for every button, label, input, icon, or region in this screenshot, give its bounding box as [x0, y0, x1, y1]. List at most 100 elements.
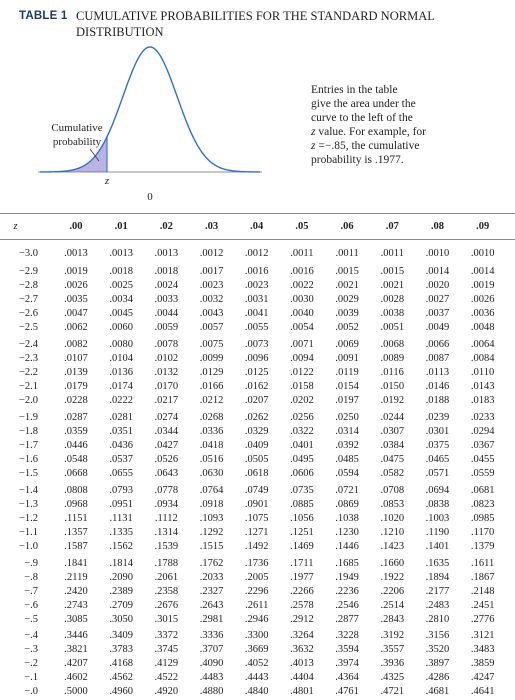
cumulative-probability-cell: .0048	[470, 322, 495, 334]
cumulative-probability-cell: .0559	[470, 467, 495, 479]
cumulative-probability-cell: .0033	[154, 294, 179, 306]
row-z-value: −1.1	[18, 526, 38, 538]
cumulative-probability-cell: .0010	[425, 248, 450, 259]
row-cells: .2119 .2090 .2061 .2033 .2005 .1977 .1949 .1922…	[53, 571, 505, 585]
cumulative-probability-cell: .3015	[154, 613, 179, 625]
row-cells: .0019 .0018 .0018 .0017 .0016 .0016 .0015 .0015…	[53, 265, 505, 279]
cumulative-probability-cell: .0606	[290, 467, 314, 479]
cumulative-probability-cell: .0256	[290, 411, 314, 423]
cumulative-probability-cell: .0384	[380, 439, 405, 451]
cumulative-probability-cell: .0023	[199, 280, 224, 292]
header-col: .08	[430, 221, 445, 232]
cumulative-probability-cell: .0012	[199, 248, 224, 259]
cumulative-probability-cell: .0985	[470, 512, 495, 524]
cumulative-probability-cell: .4761	[335, 686, 359, 698]
row-group: −3.0 .0013 .0013 .0013 .0012 .0012 .0011 .0011.…	[0, 247, 515, 261]
cumulative-probability-cell: .0019	[64, 266, 88, 278]
row-cells: .0968 .0951 .0934 .0918 .0901 .0885 .0869 .0853…	[53, 498, 505, 512]
row-cells: .0228 .0222 .0217 .0212 .0207 .0202 .0197 .0192…	[53, 394, 505, 408]
z-variable: z	[311, 126, 316, 138]
cumulative-probability-cell: .0136	[109, 367, 133, 379]
cumulative-probability-cell: .1736	[244, 557, 269, 569]
cumulative-probability-cell: .0630	[199, 467, 224, 479]
row-cells: .4207 .4168 .4129 .4090 .4052 .4013 .3974 .3936…	[53, 657, 505, 671]
cumulative-probability-cell: .0113	[425, 367, 450, 379]
cumulative-probability-cell: .0018	[109, 266, 133, 278]
cumulative-probability-cell: .3974	[335, 658, 359, 670]
table-header-row: z .00 .01 .02 .03 .04 .05 .06 .07 .08 .0…	[0, 214, 515, 239]
header-columns: .00 .01 .02 .03 .04 .05 .06 .07 .08 .09	[53, 221, 505, 232]
table-row: −1.7 .0446 .0436 .0427 .0418 .0409 .0401 .0392.…	[0, 439, 515, 453]
cumulative-probability-cell: .0091	[335, 353, 359, 365]
row-cells: .0013 .0013 .0013 .0012 .0012 .0011 .0011 .0011…	[53, 247, 505, 261]
table-body: −3.0 .0013 .0013 .0013 .0012 .0012 .0011 .0011.…	[0, 247, 515, 699]
cumulative-probability-cell: .4090	[199, 658, 224, 670]
cumulative-probability-cell: .1841	[64, 557, 88, 569]
cumulative-probability-cell: .0073	[244, 339, 269, 351]
cumulative-probability-cell: .0668	[64, 467, 88, 479]
description-line: curve to the left of the	[311, 112, 413, 124]
table-row: −2.3 .0107 .0104 .0102 .0099 .0096 .0094 .0091.…	[0, 352, 515, 366]
row-z-value: −1.3	[18, 498, 38, 510]
cumulative-probability-cell: .0239	[425, 411, 450, 423]
cumulative-probability-cell: .0125	[244, 367, 269, 379]
cumulative-probability-cell: .3228	[335, 630, 359, 642]
cumulative-probability-cell: .1762	[199, 557, 224, 569]
cumulative-probability-cell: .0154	[335, 381, 359, 393]
row-cells: .0287 .0281 .0274 .0268 .0262 .0256 .0250 .0244…	[53, 411, 505, 425]
header-col: .02	[159, 221, 173, 232]
cumulative-probability-cell: .0013	[64, 248, 88, 259]
row-cells: .2420 .2389 .2358 .2327 .2296 .2266 .2236 .2206…	[53, 585, 505, 599]
cumulative-probability-cell: .0096	[244, 353, 269, 365]
cumulative-probability-cell: .4562	[109, 672, 133, 684]
cumulative-probability-cell: .0036	[470, 308, 495, 320]
cumulative-probability-cell: .0197	[335, 395, 359, 407]
cumulative-probability-cell: .0537	[109, 453, 133, 465]
cumulative-probability-cell: .1611	[471, 557, 495, 569]
cumulative-probability-cell: .0015	[380, 266, 405, 278]
cumulative-probability-cell: .0526	[154, 453, 179, 465]
cumulative-probability-cell: .0749	[244, 484, 269, 496]
cumulative-probability-cell: .0721	[335, 484, 359, 496]
row-z-value: −.8	[24, 571, 38, 583]
cumulative-probability-cell: .3632	[290, 644, 314, 656]
row-z-value: −2.8	[18, 280, 38, 292]
cumulative-probability-cell: .0069	[335, 339, 359, 351]
cumulative-probability-cell: .0029	[335, 294, 359, 306]
row-z-value: −1.7	[18, 439, 38, 451]
cumulative-probability-cell: .3409	[109, 630, 133, 642]
cumulative-probability-cell: .0041	[244, 308, 269, 320]
cumulative-probability-cell: .0044	[154, 308, 179, 320]
cumulative-probability-cell: .5000	[64, 686, 88, 698]
cumulative-probability-cell: .0129	[199, 367, 224, 379]
cumulative-probability-cell: .1469	[290, 540, 314, 552]
cumulative-probability-cell: .0026	[64, 280, 88, 292]
cumulative-probability-cell: .0021	[335, 280, 359, 292]
cumulative-probability-cell: .0166	[199, 381, 224, 393]
table-row: −2.4 .0082 .0080 .0078 .0075 .0073 .0071 .0069.…	[0, 338, 515, 352]
cumulative-probability-cell: .3859	[470, 658, 495, 670]
cumulative-probability-cell: .0054	[290, 322, 314, 334]
cumulative-probability-cell: .0032	[199, 294, 224, 306]
cumulative-probability-cell: .0901	[244, 498, 269, 510]
cumulative-probability-cell: .1685	[335, 557, 359, 569]
cumulative-probability-cell: .2676	[154, 599, 179, 611]
cumulative-probability-cell: .0655	[109, 467, 133, 479]
cumulative-probability-cell: .2033	[199, 571, 224, 583]
cumulative-probability-cell: .1038	[335, 512, 359, 524]
cumulative-probability-cell: .0057	[199, 322, 224, 334]
cumulative-probability-cell: .1335	[109, 526, 133, 538]
header-col: .00	[69, 221, 83, 232]
cumulative-probability-cell: .0025	[109, 280, 133, 292]
cumulative-probability-cell: .1492	[244, 540, 269, 552]
cumulative-probability-cell: .0869	[335, 498, 359, 510]
cumulative-probability-cell: .0020	[425, 280, 450, 292]
cumulative-probability-cell: .0015	[335, 266, 359, 278]
header-top-rule	[0, 213, 515, 214]
table-description: Entries in the table give the area under…	[311, 83, 461, 167]
cumulative-probability-cell: .0192	[380, 395, 405, 407]
header-col: .06	[340, 221, 354, 232]
table-row: −.0 .5000 .4960 .4920 .4880 .4840 .4801 .4761 .4…	[0, 685, 515, 699]
cumulative-probability-cell: .0107	[64, 353, 88, 365]
cumulative-probability-cell: .1562	[109, 540, 133, 552]
